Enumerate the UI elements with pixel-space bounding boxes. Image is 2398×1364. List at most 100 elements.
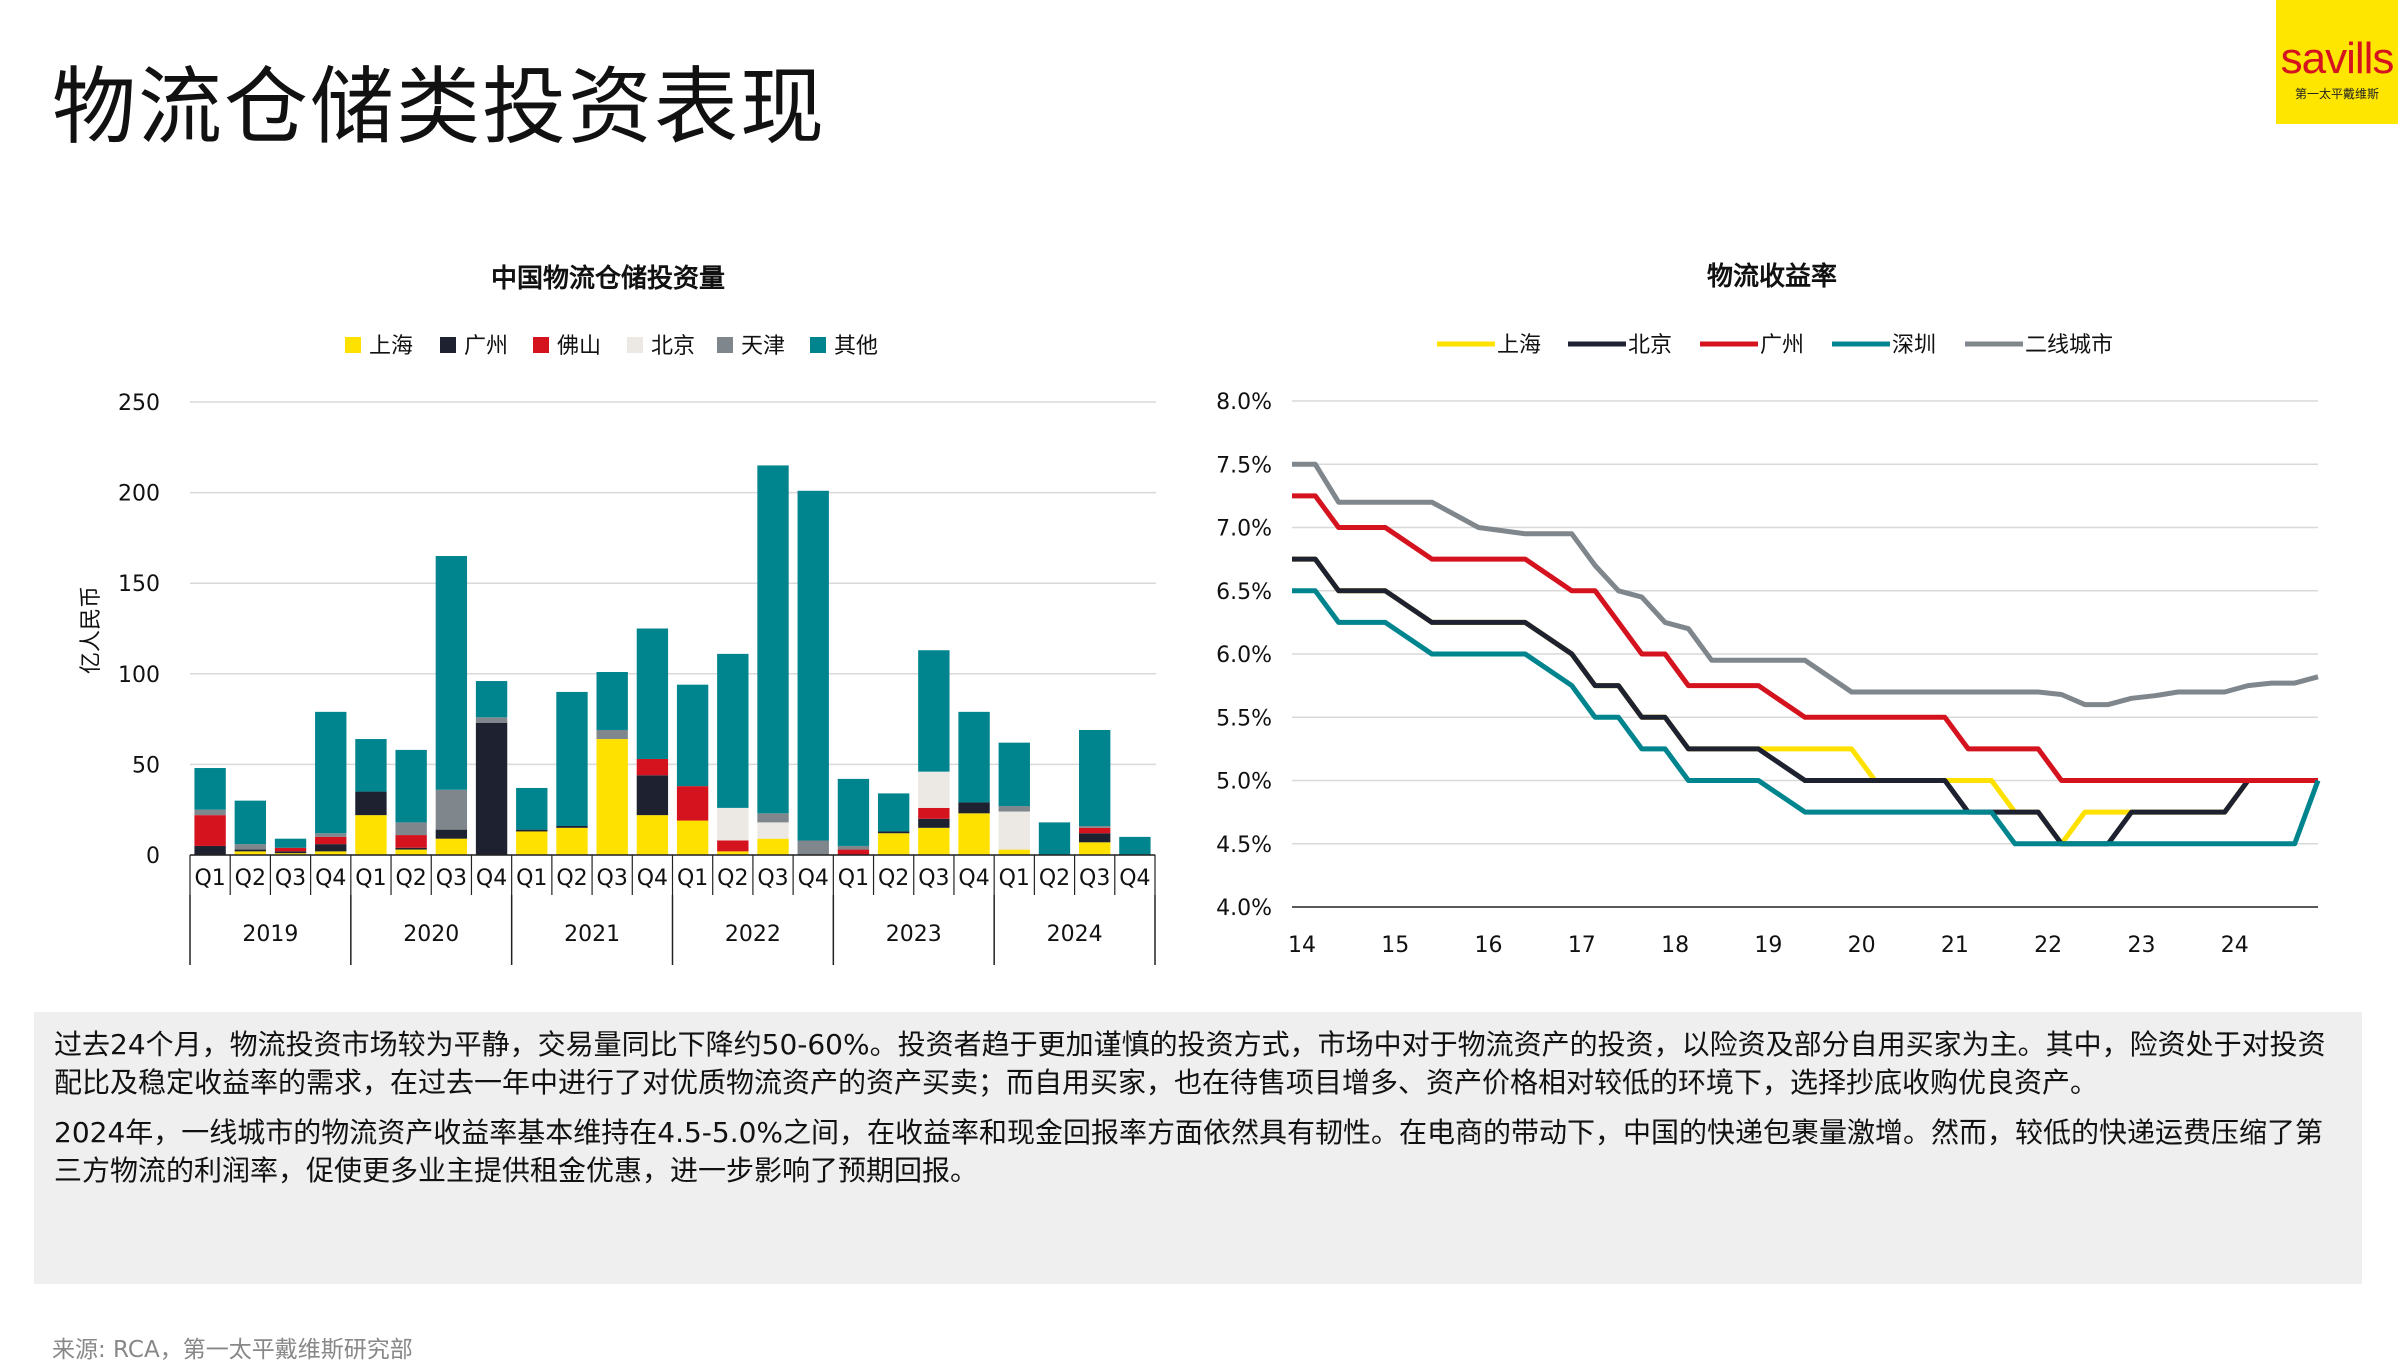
bar-segment bbox=[395, 835, 427, 848]
line-legend-item: 北京 bbox=[1568, 333, 1672, 358]
bar-legend-swatch bbox=[627, 337, 643, 353]
yield-line-深圳 bbox=[1292, 588, 2321, 847]
bar-segment bbox=[315, 836, 347, 845]
bar-legend-item: 佛山 bbox=[533, 334, 601, 359]
bar-segment bbox=[435, 556, 468, 790]
bar-segment bbox=[797, 490, 829, 841]
quarter-tick-label: Q1 bbox=[516, 866, 547, 891]
bar-segment bbox=[475, 717, 508, 723]
bar-segment bbox=[234, 844, 266, 850]
bar-segment bbox=[717, 653, 749, 808]
bar-segment bbox=[877, 831, 910, 834]
bar-legend-item: 其他 bbox=[810, 334, 878, 359]
quarter-tick-label: Q4 bbox=[315, 866, 346, 891]
bar-segment bbox=[797, 840, 829, 855]
bar-y-tick-label: 250 bbox=[118, 391, 160, 416]
quarter-tick-label: Q1 bbox=[999, 866, 1030, 891]
quarter-tick-label: Q1 bbox=[677, 866, 708, 891]
bar-segment bbox=[998, 849, 1030, 855]
year-tick-label: 2023 bbox=[886, 922, 942, 947]
bar-legend-item: 上海 bbox=[345, 334, 413, 359]
bar-segment bbox=[1079, 826, 1111, 828]
bar-segment bbox=[516, 831, 548, 855]
bar-segment bbox=[1119, 836, 1151, 855]
yield-line-上海 bbox=[1292, 556, 2318, 847]
bar-legend-swatch bbox=[717, 337, 733, 353]
quarter-tick-label: Q2 bbox=[556, 866, 587, 891]
line-chart-grid bbox=[1292, 400, 2318, 908]
bar-legend-label: 上海 bbox=[369, 334, 413, 359]
bar-segment bbox=[837, 778, 870, 846]
bar-legend-label: 其他 bbox=[834, 334, 878, 359]
bar-segment bbox=[757, 822, 789, 839]
bar-segment bbox=[395, 749, 427, 823]
bar-segment bbox=[355, 791, 387, 816]
line-x-tick-label: 17 bbox=[1568, 933, 1596, 958]
yield-line-北京 bbox=[1292, 556, 2318, 847]
quarter-tick-label: Q2 bbox=[395, 866, 426, 891]
line-x-tick-label: 19 bbox=[1754, 933, 1782, 958]
bar-legend-swatch bbox=[345, 337, 361, 353]
bar-segment bbox=[234, 800, 266, 845]
bar-segment bbox=[234, 849, 266, 852]
bar-chart-bars bbox=[194, 465, 1151, 855]
line-legend-label: 二线城市 bbox=[2025, 333, 2113, 358]
line-x-tick-label: 20 bbox=[1848, 933, 1876, 958]
quarter-tick-label: Q1 bbox=[355, 866, 386, 891]
line-legend-item: 广州 bbox=[1700, 333, 1804, 358]
bar-segment bbox=[234, 851, 266, 855]
bar-segment bbox=[274, 838, 307, 848]
line-y-tick-label: 7.5% bbox=[1216, 453, 1272, 478]
bar-segment bbox=[475, 722, 508, 855]
bar-y-tick-label: 0 bbox=[146, 844, 160, 869]
bar-segment bbox=[435, 829, 468, 839]
line-y-tick-label: 7.0% bbox=[1216, 517, 1272, 542]
bar-segment bbox=[556, 691, 588, 827]
bar-legend-label: 北京 bbox=[651, 334, 695, 359]
year-tick-label: 2021 bbox=[564, 922, 620, 947]
quarter-tick-label: Q3 bbox=[597, 866, 628, 891]
line-chart-x-ticks: 14 15 16 17 18 19 20 21 22 23 24 bbox=[1288, 933, 2249, 958]
bar-segment bbox=[636, 758, 669, 776]
source-note: 来源: RCA，第一太平戴维斯研究部 bbox=[52, 1337, 413, 1363]
bar-legend-swatch bbox=[533, 337, 549, 353]
line-x-tick-label: 24 bbox=[2221, 933, 2249, 958]
bar-legend-label: 佛山 bbox=[557, 334, 601, 359]
year-tick-label: 2024 bbox=[1047, 922, 1103, 947]
bar-legend-item: 北京 bbox=[627, 334, 695, 359]
line-legend-label: 深圳 bbox=[1892, 333, 1936, 358]
bar-segment bbox=[315, 833, 347, 837]
logo-subtitle: 第一太平戴维斯 bbox=[2294, 86, 2379, 101]
quarter-tick-label: Q2 bbox=[1039, 866, 1070, 891]
quarter-tick-label: Q4 bbox=[637, 866, 668, 891]
bar-segment bbox=[315, 844, 347, 852]
bar-segment bbox=[596, 671, 628, 730]
quarter-tick-label: Q4 bbox=[476, 866, 507, 891]
bar-segment bbox=[274, 853, 307, 855]
bar-y-tick-label: 50 bbox=[132, 753, 160, 778]
bar-segment bbox=[757, 838, 789, 855]
investment-volume-chart: 中国物流仓储投资量 上海 广州 佛山 北京 天津 其他 0 50 100 150 200 250 亿… bbox=[79, 263, 1156, 965]
bar-legend-label: 广州 bbox=[464, 334, 508, 359]
bar-segment bbox=[274, 851, 307, 854]
line-y-tick-label: 8.0% bbox=[1216, 390, 1272, 415]
bar-segment bbox=[918, 807, 950, 819]
bar-segment bbox=[717, 851, 749, 855]
line-y-tick-label: 5.0% bbox=[1216, 770, 1272, 795]
quarter-tick-label: Q2 bbox=[717, 866, 748, 891]
bar-segment bbox=[918, 650, 950, 772]
bar-segment bbox=[194, 809, 226, 816]
yield-line-广州 bbox=[1292, 493, 2318, 783]
charts-canvas: 中国物流仓储投资量 上海 广州 佛山 北京 天津 其他 0 50 100 150 200 250 亿… bbox=[79, 261, 2321, 965]
year-tick-label: 2022 bbox=[725, 922, 781, 947]
bar-segment bbox=[516, 829, 548, 832]
year-tick-label: 2019 bbox=[242, 922, 298, 947]
bar-legend-label: 天津 bbox=[741, 334, 785, 359]
bar-segment bbox=[837, 845, 870, 850]
quarter-tick-label: Q2 bbox=[235, 866, 266, 891]
line-y-tick-label: 4.5% bbox=[1216, 833, 1272, 858]
bar-segment bbox=[958, 813, 990, 855]
quarter-tick-label: Q1 bbox=[838, 866, 869, 891]
line-x-tick-label: 21 bbox=[1941, 933, 1969, 958]
line-legend-item: 深圳 bbox=[1832, 333, 1936, 358]
